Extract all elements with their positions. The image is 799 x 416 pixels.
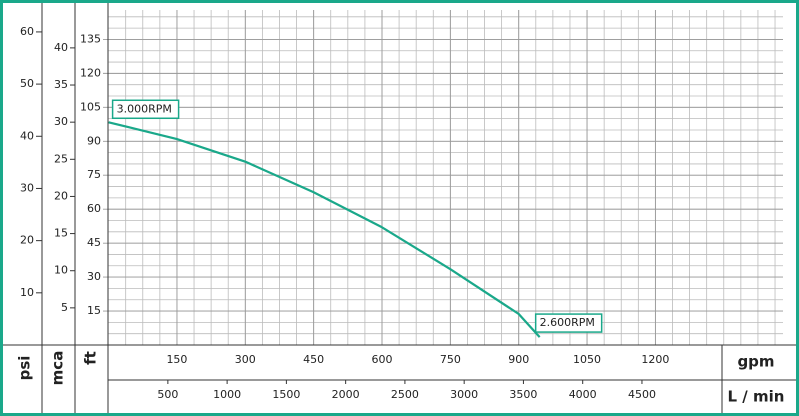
y3-tick-label: 30 [20, 181, 34, 194]
y2-tick-label: 5 [61, 301, 68, 314]
y3-tick-label: 10 [20, 286, 34, 299]
y3-tick-label: 50 [20, 77, 34, 90]
x-tick-label: 900 [508, 353, 529, 366]
axis-label: mca [49, 351, 67, 386]
y3-tick-label: 40 [20, 129, 34, 142]
x-tick-label: 150 [166, 353, 187, 366]
y-tick-label: 120 [80, 66, 101, 79]
axis-label: L / min [728, 388, 785, 406]
y-tick-label: 15 [87, 304, 101, 317]
y2-tick-label: 30 [54, 115, 68, 128]
y2-tick-label: 10 [54, 264, 68, 277]
y-tick-label: 135 [80, 32, 101, 45]
x-tick-label: 300 [235, 353, 256, 366]
axis-label: psi [16, 356, 34, 381]
x-tick-label: 450 [303, 353, 324, 366]
axis-label: ft [82, 351, 100, 365]
y-tick-label: 45 [87, 236, 101, 249]
x2-tick-label: 4500 [628, 388, 656, 401]
y3-tick-label: 60 [20, 25, 34, 38]
y-tick-label: 30 [87, 270, 101, 283]
y2-tick-label: 25 [54, 152, 68, 165]
y-tick-label: 90 [87, 134, 101, 147]
y2-tick-label: 35 [54, 78, 68, 91]
curve [108, 121, 541, 338]
annotation-box [111, 99, 180, 120]
x-tick-label: 750 [440, 353, 461, 366]
y2-tick-label: 20 [54, 189, 68, 202]
x2-tick-label: 2000 [332, 388, 360, 401]
y2-tick-label: 15 [54, 227, 68, 240]
x-tick-label: 600 [372, 353, 393, 366]
y-tick-label: 75 [87, 168, 101, 181]
x2-tick-label: 1000 [213, 388, 241, 401]
x-tick-label: 1200 [641, 353, 669, 366]
grid [103, 10, 783, 345]
annotation: 2.600RPM [540, 316, 595, 329]
y-tick-label: 105 [80, 100, 101, 113]
x2-tick-label: 4000 [569, 388, 597, 401]
x-tick-label: 1050 [573, 353, 601, 366]
x2-tick-label: 3500 [509, 388, 537, 401]
annotation: 3.000RPM [117, 102, 172, 115]
x2-tick-label: 1500 [272, 388, 300, 401]
x2-tick-label: 2500 [391, 388, 419, 401]
y3-tick-label: 20 [20, 234, 34, 247]
axis-label: gpm [737, 353, 774, 371]
x2-tick-label: 3000 [450, 388, 478, 401]
y2-tick-label: 40 [54, 41, 68, 54]
x2-tick-label: 500 [157, 388, 178, 401]
y-tick-label: 60 [87, 202, 101, 215]
annotation-box [534, 313, 603, 333]
